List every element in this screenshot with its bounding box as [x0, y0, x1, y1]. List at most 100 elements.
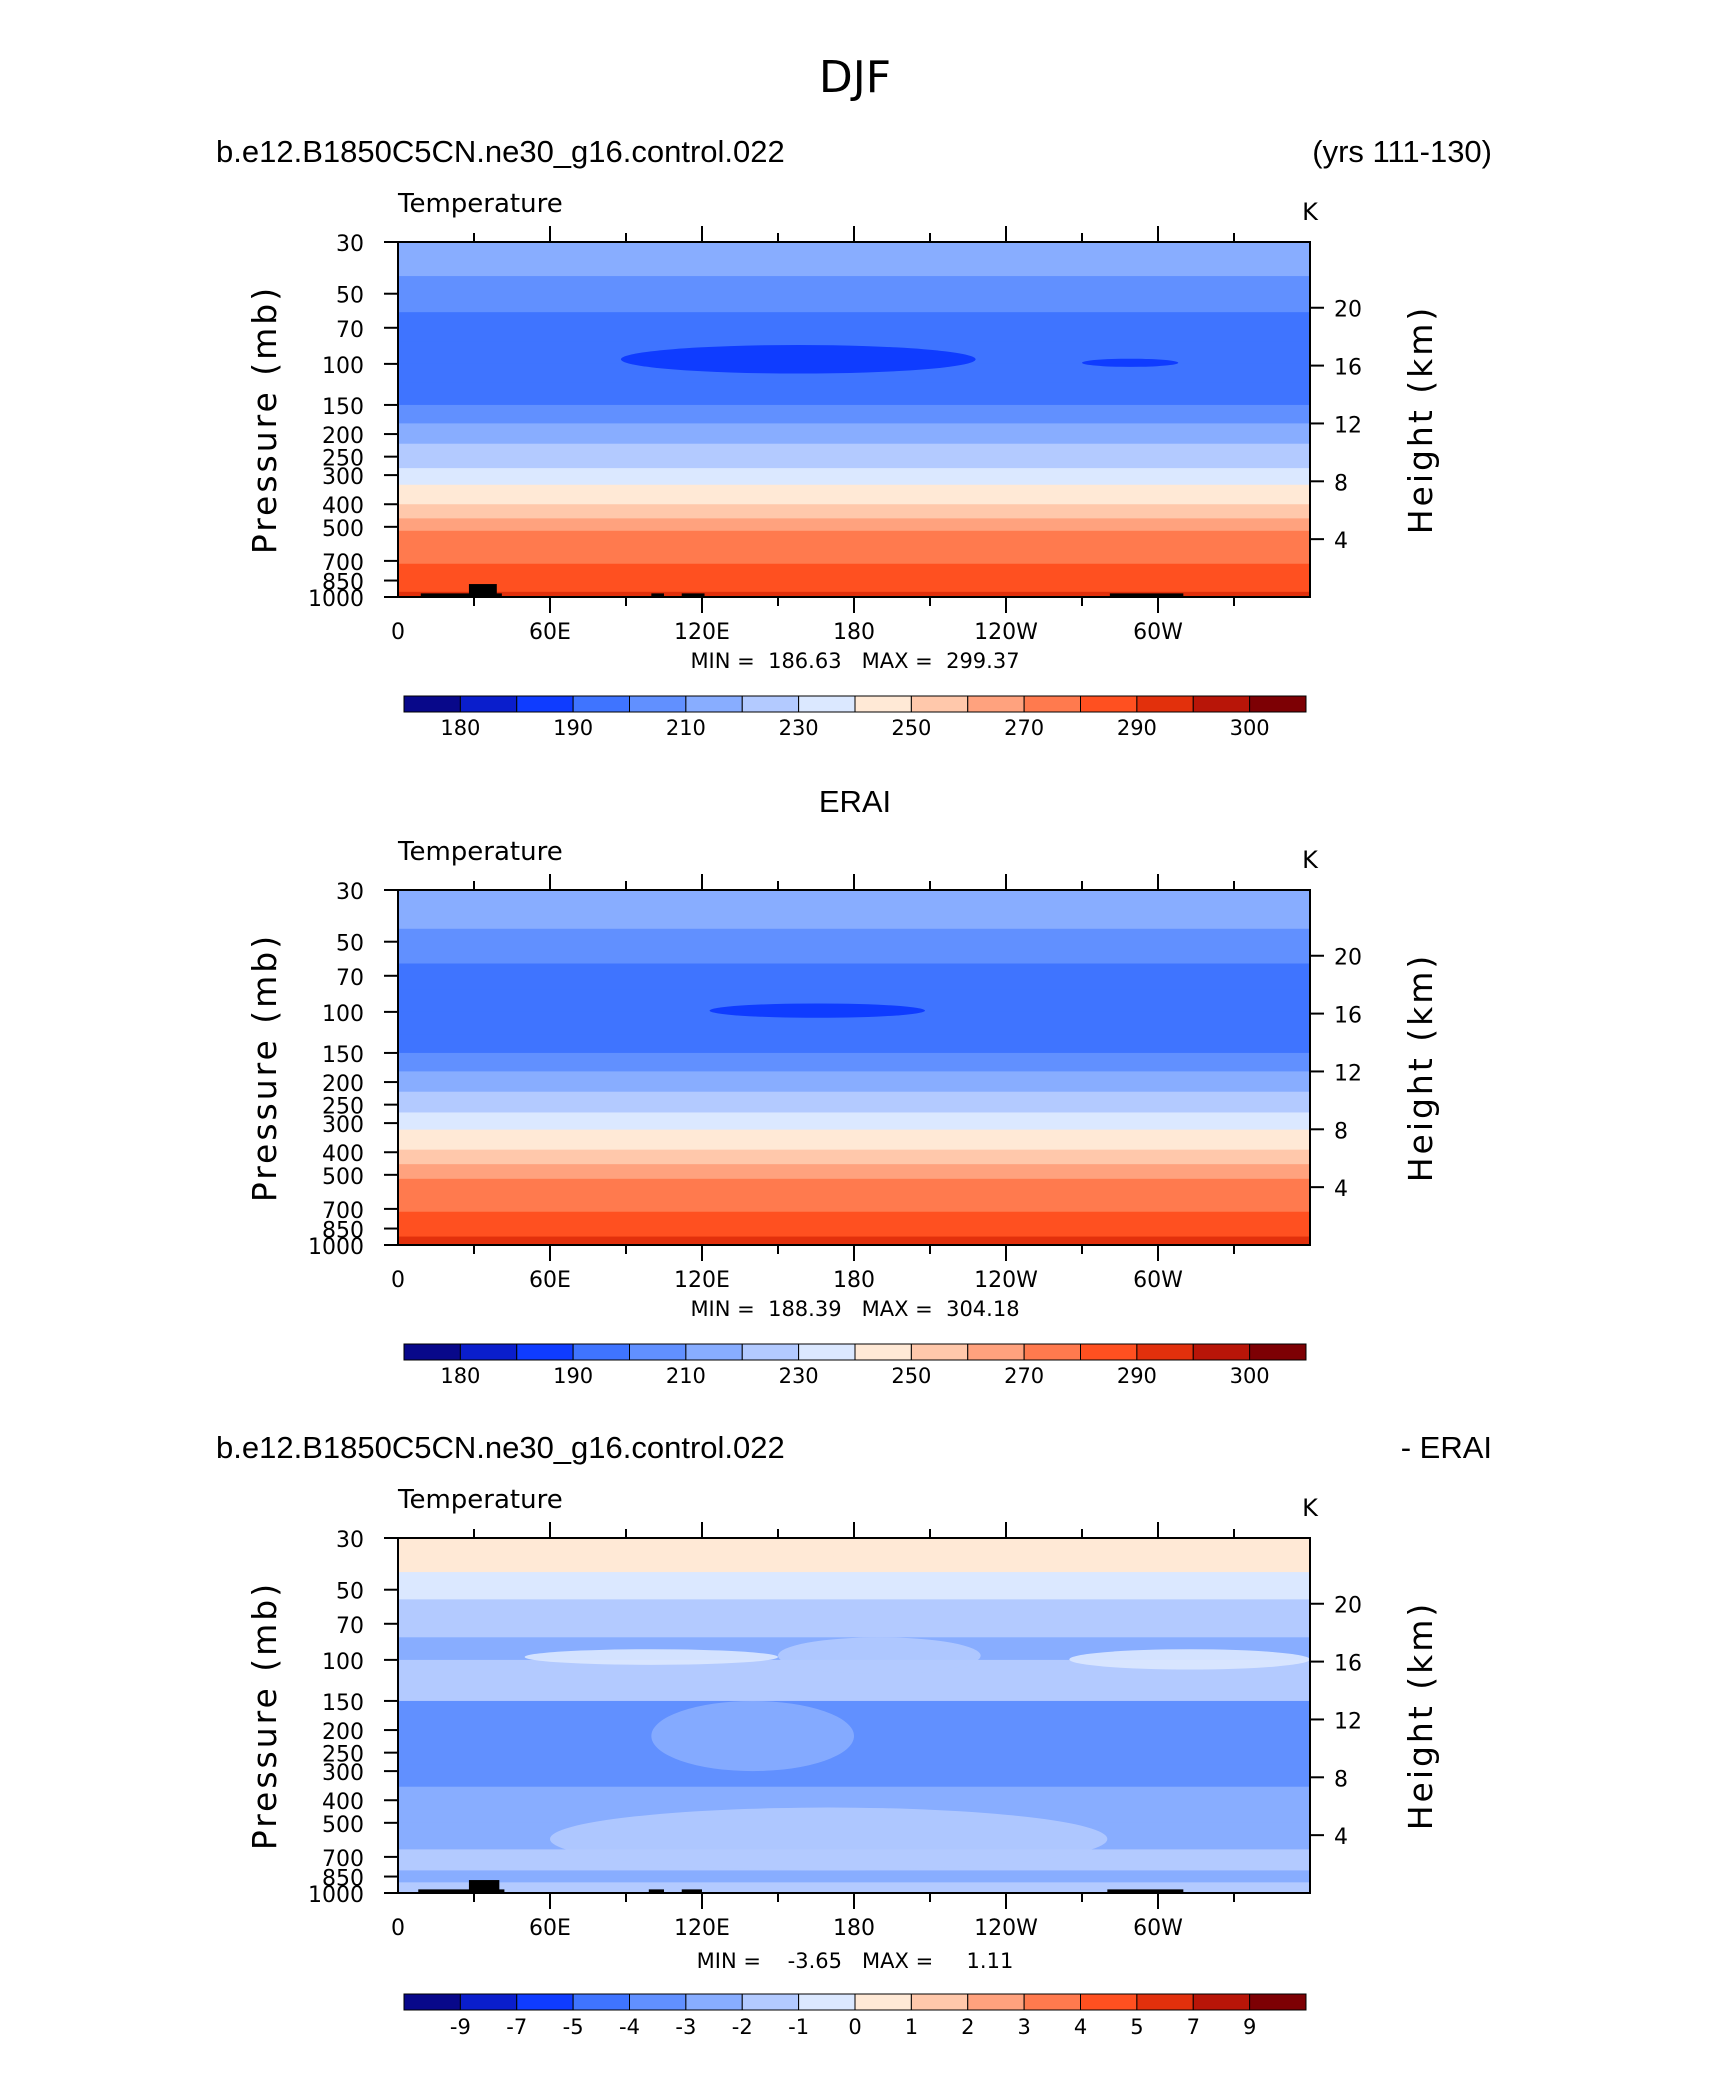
colorbar-swatch [854, 1343, 912, 1361]
colorbar-swatch [572, 1993, 630, 2011]
colorbar-swatch [854, 695, 912, 713]
y-tick-label: 150 [322, 1691, 364, 1716]
contour-band [398, 563, 1310, 582]
colorbar-tick-label: 230 [779, 1364, 819, 1388]
x-tick-label: 60E [529, 1268, 571, 1293]
figure-title: DJF [819, 52, 891, 103]
y-tick-label: 70 [336, 1614, 364, 1639]
topography-mask [1109, 593, 1184, 597]
colorbar-swatch [629, 695, 687, 713]
x-tick-label: 120W [974, 620, 1038, 645]
y-tick-label: 700 [322, 1847, 364, 1872]
colorbar-tick-label: 9 [1243, 2015, 1256, 2039]
y-right-tick-label: 4 [1334, 1177, 1348, 1202]
contour-band [398, 276, 1310, 314]
contour-band [398, 989, 1310, 1013]
contour-band [398, 382, 1310, 406]
y-tick-label: 400 [322, 1142, 364, 1167]
colorbar-tick-label: 2 [961, 2015, 974, 2039]
colorbar-tick-label: 0 [848, 2015, 861, 2039]
variable-label: Temperature [397, 1485, 563, 1515]
y-tick-label: 30 [336, 232, 364, 257]
y-tick-label: 100 [322, 1002, 364, 1027]
y-axis-label: Pressure (mb) [245, 1581, 284, 1850]
contour-band [398, 1870, 1310, 1884]
contour-band [398, 1149, 1310, 1166]
contour-band [398, 443, 1310, 470]
colorbar-swatch [967, 1993, 1025, 2011]
colorbar-swatch [459, 1993, 518, 2011]
colorbar-swatch [1023, 1993, 1081, 2011]
y-axis-label: Pressure (mb) [245, 285, 284, 554]
y-right-tick-label: 20 [1334, 298, 1362, 323]
colorbar-tick-label: 190 [553, 716, 593, 740]
anomaly-contour [803, 1538, 880, 1557]
contour-band [398, 1164, 1310, 1180]
contour-band [398, 1572, 1310, 1601]
topography-mask [420, 593, 502, 597]
plot-area [398, 1538, 1310, 1893]
x-tick-label: 120E [674, 1916, 730, 1941]
colorbar-tick-label: -9 [450, 2015, 471, 2039]
contour-band [398, 484, 1310, 506]
y-tick-label: 700 [322, 551, 364, 576]
y-tick-label: 50 [336, 284, 364, 309]
y-right-tick-label: 16 [1334, 1004, 1362, 1029]
y-right-tick-label: 4 [1334, 1825, 1348, 1850]
y-tick-label: 1000 [308, 1235, 364, 1260]
y-tick-label: 850 [322, 1219, 364, 1244]
panel-title-right: - ERAI [1401, 1430, 1492, 1465]
colorbar-swatch [403, 1343, 461, 1361]
cold-core-contour [620, 345, 976, 374]
colorbar-swatch [967, 1343, 1025, 1361]
colorbar-tick-label: 210 [666, 1364, 706, 1388]
y-tick-label: 300 [322, 1761, 364, 1786]
contour-band [398, 1700, 1310, 1732]
y-right-axis-label: Height (km) [1401, 305, 1440, 535]
panel-title-left: b.e12.B1850C5CN.ne30_g16.control.022 [216, 134, 785, 169]
anomaly-contour [651, 1700, 855, 1772]
contour-band [398, 1226, 1310, 1238]
y-tick-label: 150 [322, 395, 364, 420]
x-tick-label: 120W [974, 1916, 1038, 1941]
contour-band [398, 1678, 1310, 1702]
y-tick-label: 850 [322, 571, 364, 596]
topography-mask [1107, 1889, 1184, 1893]
y-tick-label: 70 [336, 318, 364, 343]
y-tick-label: 500 [322, 517, 364, 542]
y-tick-label: 1000 [308, 1883, 364, 1908]
colorbar-tick-label: 180 [440, 716, 480, 740]
colorbar-swatch [403, 695, 461, 713]
colorbar-swatch [685, 1343, 743, 1361]
contour-band [398, 504, 1310, 520]
colorbar-tick-label: -5 [563, 2015, 584, 2039]
contour-band [398, 1178, 1310, 1198]
y-right-tick-label: 8 [1334, 471, 1348, 496]
topography-mask [651, 593, 664, 597]
colorbar-swatch [741, 695, 800, 713]
y-right-tick-label: 16 [1334, 1652, 1362, 1677]
contour-band [398, 363, 1310, 384]
anomaly-contour [524, 1649, 778, 1665]
y-right-tick-label: 8 [1334, 1119, 1348, 1144]
contour-band [398, 1764, 1310, 1788]
contour-band [398, 1052, 1310, 1073]
y-tick-label: 250 [322, 1743, 364, 1768]
colorbar-swatch [459, 1343, 518, 1361]
colorbar-tick-label: 270 [1004, 1364, 1044, 1388]
x-tick-label: 0 [391, 620, 405, 645]
colorbar-tick-label: 230 [779, 716, 819, 740]
y-right-axis-label: Height (km) [1401, 953, 1440, 1183]
units-label: K [1302, 198, 1319, 226]
y-right-tick-label: 20 [1334, 946, 1362, 971]
colorbar-swatch [1023, 695, 1081, 713]
y-tick-label: 200 [322, 424, 364, 449]
colorbar-tick-label: 300 [1230, 1364, 1270, 1388]
contour-band [398, 1071, 1310, 1093]
y-axis-label: Pressure (mb) [245, 933, 284, 1202]
contour-band [398, 468, 1310, 486]
anomaly-contour [1069, 1649, 1310, 1670]
colorbar-swatch [516, 695, 574, 713]
y-tick-label: 250 [322, 447, 364, 472]
y-tick-label: 100 [322, 1650, 364, 1675]
